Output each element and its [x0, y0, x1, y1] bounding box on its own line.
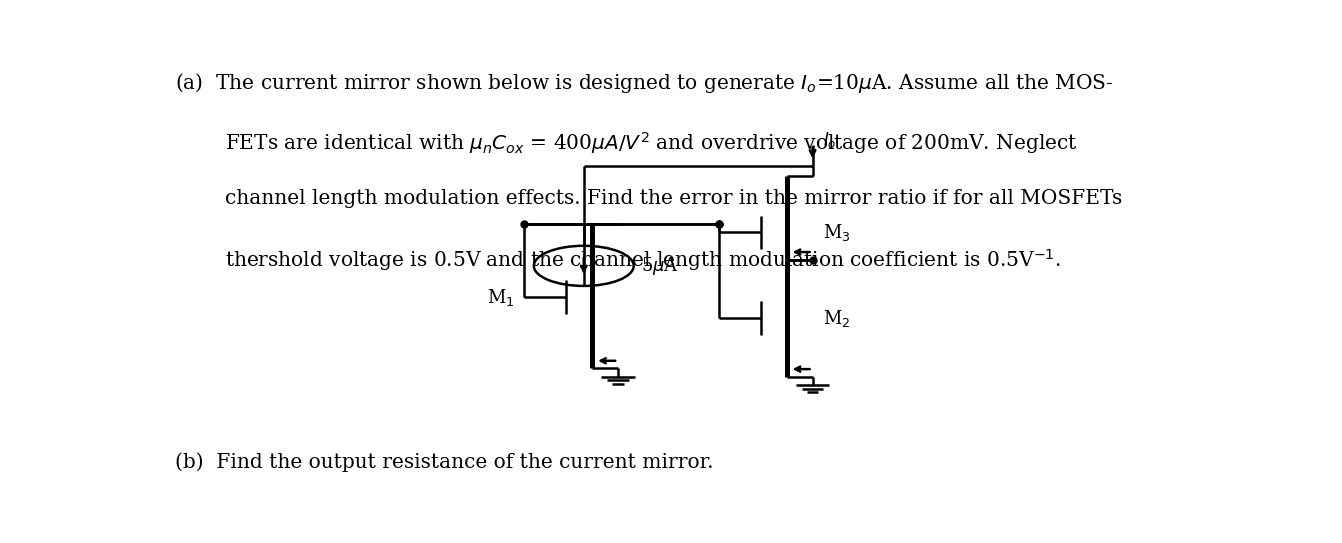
Text: thershold voltage is 0.5V and the channel length modulation coefficient is 0.5V$: thershold voltage is 0.5V and the channe… — [225, 247, 1062, 273]
Text: M$_1$: M$_1$ — [487, 287, 514, 308]
Text: M$_2$: M$_2$ — [823, 308, 851, 329]
Text: 5$\mu$A: 5$\mu$A — [641, 255, 679, 277]
Text: $I_o$: $I_o$ — [823, 130, 836, 150]
Text: M$_3$: M$_3$ — [823, 222, 851, 243]
Text: FETs are identical with $\mu_n C_{ox}$ = 400$\mu A/V^2$ and overdrive voltage of: FETs are identical with $\mu_n C_{ox}$ =… — [225, 130, 1078, 156]
Text: (a)  The current mirror shown below is designed to generate $I_o$=10$\mu$A. Assu: (a) The current mirror shown below is de… — [174, 72, 1114, 96]
Text: (b)  Find the output resistance of the current mirror.: (b) Find the output resistance of the cu… — [174, 452, 714, 471]
Text: channel length modulation effects. Find the error in the mirror ratio if for all: channel length modulation effects. Find … — [225, 188, 1122, 207]
